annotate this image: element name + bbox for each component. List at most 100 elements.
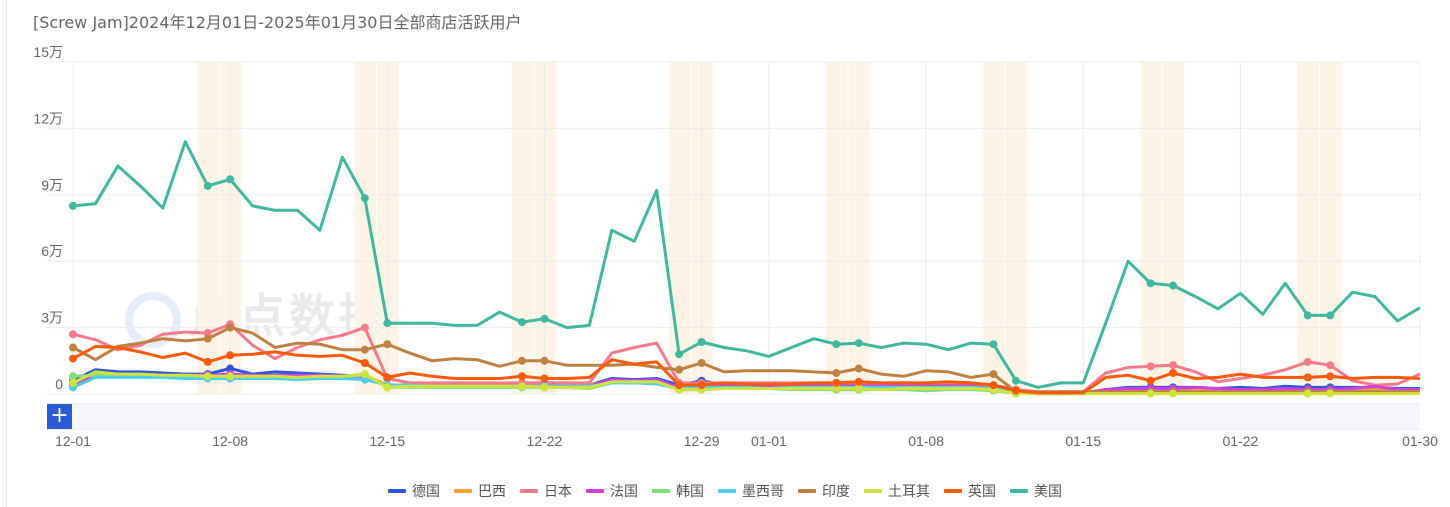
data-point <box>675 350 684 359</box>
data-point <box>360 345 369 354</box>
data-point <box>854 384 863 393</box>
series-line-印度 <box>72 326 1420 394</box>
y-tick-label: 0 <box>55 376 63 392</box>
legend-swatch <box>1010 489 1028 493</box>
legend-label: 德国 <box>412 484 440 500</box>
y-tick-label: 6万 <box>41 243 63 259</box>
legend-item[interactable]: 土耳其 <box>864 481 930 501</box>
legend-item[interactable]: 英国 <box>944 481 996 501</box>
data-point <box>226 323 235 332</box>
legend-swatch <box>864 489 882 493</box>
legend-item[interactable]: 美国 <box>1010 481 1062 501</box>
legend-label: 土耳其 <box>888 484 930 500</box>
legend-item[interactable]: 德国 <box>388 481 440 501</box>
data-point <box>832 378 841 387</box>
highlight-band <box>983 62 1005 394</box>
legend-label: 法国 <box>610 484 638 500</box>
data-point <box>226 351 235 360</box>
legend-item[interactable]: 日本 <box>520 481 572 501</box>
x-tick-label: 12-29 <box>684 433 720 449</box>
data-point <box>360 370 369 379</box>
data-point <box>1169 281 1178 290</box>
data-point <box>518 356 526 365</box>
x-tick-label: 01-30 <box>1402 433 1438 449</box>
legend-swatch <box>798 489 816 493</box>
legend-swatch <box>944 489 962 493</box>
data-point <box>518 318 526 327</box>
data-point <box>69 372 77 381</box>
data-zoom-slider[interactable]: + <box>47 403 1420 430</box>
data-point <box>1326 389 1335 398</box>
line-chart: 0 3万 6万 9万 12万 15万 12-01 12-08 12-15 12-22 12-29 01… <box>33 44 1438 449</box>
data-point <box>203 329 212 338</box>
data-point <box>1326 361 1335 370</box>
y-tick-label: 9万 <box>41 177 63 193</box>
legend-item[interactable]: 韩国 <box>652 481 704 501</box>
legend-label: 日本 <box>544 484 572 500</box>
x-tick-label: 12-08 <box>212 433 248 449</box>
data-point <box>360 359 369 368</box>
legend-item[interactable]: 巴西 <box>454 481 506 501</box>
legend-item[interactable]: 法国 <box>586 481 638 501</box>
data-point <box>1303 389 1312 398</box>
data-point <box>1146 362 1155 371</box>
highlight-band <box>354 62 377 394</box>
data-point <box>69 354 77 363</box>
data-point <box>1303 373 1312 382</box>
data-point <box>989 381 998 390</box>
legend-label: 巴西 <box>478 484 506 500</box>
data-point <box>383 373 392 382</box>
data-point <box>203 181 212 190</box>
watermark-logo-icon <box>125 291 181 348</box>
highlight-band <box>1319 62 1342 394</box>
data-point <box>226 364 235 373</box>
data-point <box>989 370 998 379</box>
legend-swatch <box>718 489 736 493</box>
x-tick-label: 12-22 <box>527 433 563 449</box>
data-point <box>1303 357 1312 366</box>
data-point <box>383 383 392 392</box>
highlight-band <box>197 62 219 394</box>
series-line-土耳其 <box>72 370 1420 396</box>
x-tick-label: 01-15 <box>1065 433 1101 449</box>
data-point <box>69 343 77 352</box>
highlight-band <box>1005 62 1028 394</box>
data-point <box>989 340 998 349</box>
legend-item[interactable]: 印度 <box>798 481 850 501</box>
data-point <box>383 319 392 328</box>
data-point <box>69 330 77 339</box>
data-point <box>540 314 549 323</box>
data-point <box>1303 311 1312 320</box>
legend-label: 墨西哥 <box>742 484 784 500</box>
y-tick-label: 3万 <box>41 310 63 326</box>
series-line-美国 <box>72 140 1421 389</box>
data-point <box>203 357 212 366</box>
x-tick-label: 01-22 <box>1222 433 1258 449</box>
data-point <box>1146 279 1155 288</box>
chart-frame <box>6 0 1450 507</box>
chart-title: [Screw Jam]2024年12月01日-2025年01月30日全部商店活跃… <box>33 13 522 32</box>
data-point <box>1011 386 1020 395</box>
legend-item[interactable]: 墨西哥 <box>718 481 784 501</box>
data-point <box>540 356 549 365</box>
data-point <box>697 381 706 390</box>
zoom-expand-button[interactable]: + <box>47 404 72 429</box>
data-point <box>1169 389 1178 398</box>
data-point <box>1326 372 1335 381</box>
data-point <box>1146 376 1155 385</box>
x-tick-label: 12-15 <box>369 433 405 449</box>
legend-swatch <box>652 489 670 493</box>
data-point <box>1326 311 1335 320</box>
x-tick-label: 12-01 <box>55 433 91 449</box>
data-point <box>697 359 706 368</box>
data-point <box>675 381 684 390</box>
series-line-英国 <box>72 344 1421 395</box>
data-point <box>203 372 212 381</box>
data-point <box>1169 361 1178 370</box>
highlight-band <box>1297 62 1319 394</box>
legend-swatch <box>520 489 538 493</box>
data-point <box>540 374 549 383</box>
highlight-band <box>377 62 399 394</box>
legend-swatch <box>586 489 604 493</box>
data-point <box>854 339 863 348</box>
